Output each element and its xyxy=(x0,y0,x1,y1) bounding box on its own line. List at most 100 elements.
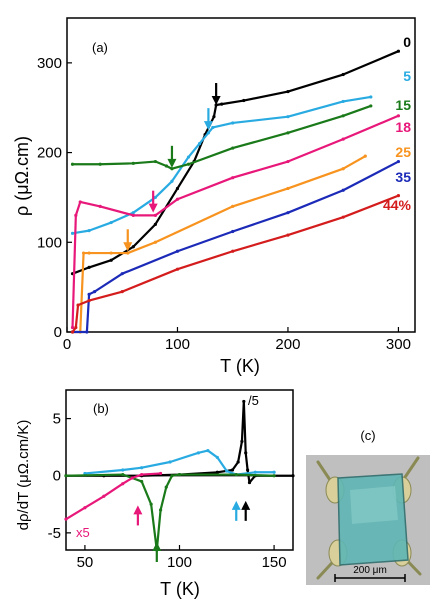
b-xtick-label: 100 xyxy=(167,554,192,571)
b-point xyxy=(177,472,182,477)
a-point xyxy=(231,146,235,150)
legend-18: 18 xyxy=(395,119,411,135)
a-point xyxy=(231,249,235,253)
b-point xyxy=(168,460,172,464)
a-point xyxy=(369,95,373,99)
a-point xyxy=(341,72,345,77)
a-point xyxy=(363,154,367,158)
b-point xyxy=(170,474,174,478)
a-point xyxy=(98,204,102,208)
b-point xyxy=(244,451,248,455)
panel-a: 0 100 200 300 0 100 200 300 0 5 15 18 25 35 44% (a) T… xyxy=(12,17,416,376)
a-point xyxy=(78,200,82,204)
b-point xyxy=(246,468,250,472)
a-point xyxy=(153,213,157,217)
a-point xyxy=(175,249,180,253)
a-point xyxy=(164,164,169,168)
a-point xyxy=(231,204,235,208)
b-point xyxy=(164,485,168,489)
b-series-15 xyxy=(65,473,275,552)
b-point xyxy=(225,469,229,473)
a-point xyxy=(396,114,401,118)
a-point xyxy=(341,167,345,171)
legend-0: 0 xyxy=(403,34,411,50)
a-arrow xyxy=(203,108,213,131)
a-point xyxy=(175,197,180,201)
a-point xyxy=(341,114,345,118)
a-arrow xyxy=(167,145,177,168)
a-ytick-label: 100 xyxy=(37,234,62,251)
a-point xyxy=(286,233,290,237)
b-arrow xyxy=(152,542,162,562)
a-point xyxy=(396,159,401,164)
b-arrow xyxy=(133,505,143,526)
b-point xyxy=(234,472,238,477)
a-ytick-label: 300 xyxy=(37,55,62,72)
a-point xyxy=(170,179,174,183)
b-point xyxy=(121,468,125,472)
panel-c: (c) 200 μm xyxy=(306,428,430,585)
a-point xyxy=(109,258,113,262)
b-point xyxy=(215,455,219,460)
a-series-44pct xyxy=(71,194,399,333)
b-series-18 xyxy=(65,472,161,521)
panel-b-ylabel: dρ/dT (μΩ.cm/K) xyxy=(15,420,32,531)
panel-c-label: (c) xyxy=(360,428,375,443)
b-ytick-label: -5 xyxy=(48,525,61,542)
a-point xyxy=(87,265,91,270)
a-xtick-label: 100 xyxy=(165,336,190,353)
b-point xyxy=(130,476,134,480)
a-point xyxy=(120,290,124,294)
a-point xyxy=(109,251,113,255)
a-point xyxy=(131,211,135,215)
b-point xyxy=(215,470,219,474)
b-point xyxy=(102,494,106,498)
a-point xyxy=(81,251,86,255)
b-point xyxy=(64,474,68,478)
a-series-5 xyxy=(72,95,371,235)
b-series-0 xyxy=(66,400,293,484)
a-point xyxy=(396,194,401,198)
b-point xyxy=(121,482,125,486)
b-arrow xyxy=(241,500,251,521)
a-point xyxy=(369,104,373,108)
legend-25: 25 xyxy=(395,144,411,160)
a-point xyxy=(87,251,91,255)
b-point xyxy=(121,472,125,477)
b-point xyxy=(140,479,144,484)
a-point xyxy=(120,272,124,276)
a-point xyxy=(341,188,345,192)
b-ytick-label: 0 xyxy=(53,468,61,485)
panel-a-label: (a) xyxy=(92,40,108,55)
a-point xyxy=(341,137,345,141)
a-point xyxy=(131,213,135,217)
crystal-highlight xyxy=(350,486,398,524)
b-point xyxy=(149,502,153,506)
a-point xyxy=(186,162,191,166)
a-point xyxy=(286,89,290,94)
a-point xyxy=(186,155,191,159)
a-point xyxy=(153,222,157,226)
a-point xyxy=(74,213,78,217)
a-point xyxy=(87,299,91,303)
b-point xyxy=(272,474,276,478)
a-point xyxy=(153,195,157,200)
a-ytick-label: 200 xyxy=(37,145,62,162)
annotation-div5: /5 xyxy=(248,393,259,408)
b-point xyxy=(158,508,163,512)
a-point xyxy=(212,115,216,119)
a-point xyxy=(341,215,345,219)
b-point xyxy=(240,439,244,444)
panel-b-label: (b) xyxy=(93,401,109,416)
a-series-35 xyxy=(72,160,399,334)
b-point xyxy=(230,468,235,472)
a-point xyxy=(93,290,97,294)
a-point xyxy=(87,292,91,296)
a-point xyxy=(396,49,401,53)
legend-15: 15 xyxy=(395,97,411,113)
scale-bar-text: 200 μm xyxy=(353,565,387,576)
a-point xyxy=(70,162,75,166)
a-point xyxy=(231,229,235,234)
b-point xyxy=(247,480,252,485)
a-point xyxy=(231,121,235,125)
